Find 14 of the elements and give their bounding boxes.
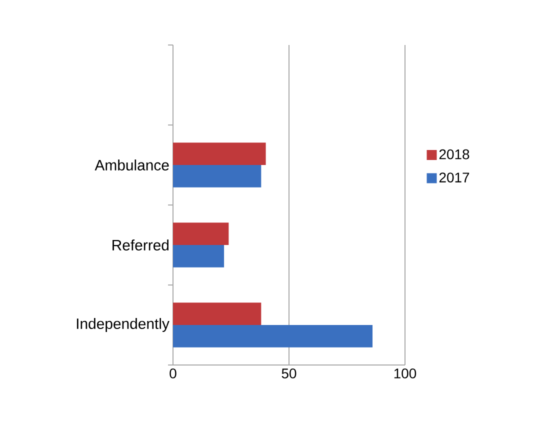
- legend-label: 2017: [439, 172, 470, 182]
- x-tick-label: 100: [394, 368, 416, 378]
- y-tick-label: Ambulance: [94, 160, 169, 170]
- bar: [173, 222, 229, 245]
- bar: [173, 245, 224, 268]
- bar: [173, 165, 262, 188]
- bar: [173, 302, 262, 325]
- y-tick-label: Referred: [112, 240, 169, 250]
- x-tick-label: 0: [170, 368, 176, 378]
- bar: [173, 325, 373, 348]
- bar: [173, 142, 266, 165]
- y-tick-label: Independently: [76, 318, 170, 332]
- legend-label: 2018: [439, 149, 470, 160]
- x-tick-label: 50: [282, 368, 296, 378]
